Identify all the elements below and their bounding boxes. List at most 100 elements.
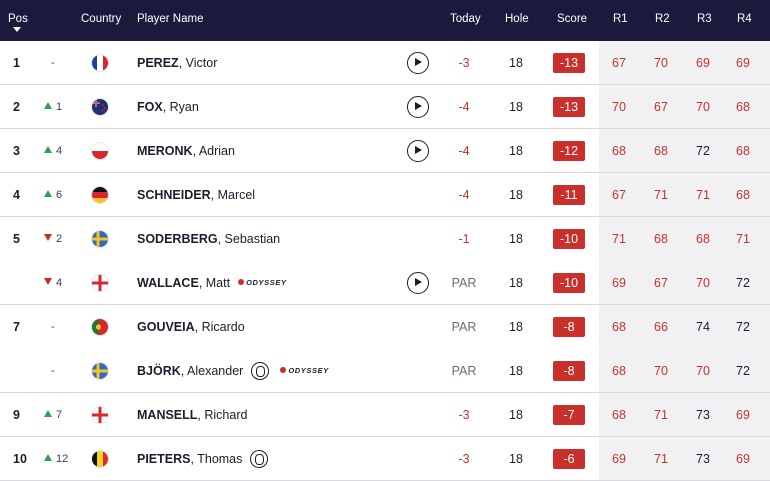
col-pos[interactable]: Pos (8, 13, 28, 25)
col-r1: R1 (613, 13, 628, 25)
total-score-badge: -11 (553, 185, 585, 205)
hole: 18 (509, 232, 523, 246)
player-name[interactable]: BJÖRK, Alexander (137, 364, 244, 378)
position: 7 (13, 320, 20, 334)
play-video-button[interactable] (407, 96, 429, 118)
move-up-icon (44, 102, 52, 109)
table-row[interactable]: 4 6 SCHNEIDER, Marcel -4 18 -11 67 71 71 68 (0, 173, 770, 217)
position-movement: 12 (44, 437, 68, 481)
round-4-score: 72 (736, 364, 750, 378)
round-3-score: 69 (696, 56, 710, 70)
round-2-score: 71 (654, 188, 668, 202)
col-hole: Hole (505, 13, 529, 25)
country-flag-icon (92, 451, 108, 467)
move-up-icon (44, 410, 52, 417)
play-video-button[interactable] (407, 272, 429, 294)
hole: 18 (509, 100, 523, 114)
round-2-score: 68 (654, 232, 668, 246)
round-3-score: 73 (696, 452, 710, 466)
position-movement: 4 (44, 261, 62, 305)
player-first-name: Thomas (197, 452, 243, 466)
player-name[interactable]: PIETERS, Thomas (137, 452, 243, 466)
round-2-score: 67 (654, 276, 668, 290)
round-3-score: 68 (696, 232, 710, 246)
player-name[interactable]: WALLACE, Matt (137, 276, 231, 290)
position-movement: 7 (44, 393, 62, 437)
table-row[interactable]: 1 - PEREZ, Victor -3 18 -13 67 70 69 69 (0, 41, 770, 85)
player-name[interactable]: MANSELL, Richard (137, 408, 248, 422)
table-row[interactable]: 10 12 PIETERS, Thomas -3 18 -6 69 71 73 69 (0, 437, 770, 481)
round-2-score: 71 (654, 452, 668, 466)
player-name[interactable]: SODERBERG, Sebastian (137, 232, 281, 246)
movement-value: - (51, 57, 55, 69)
round-4-score: 68 (736, 100, 750, 114)
today-score: -4 (458, 188, 470, 202)
today-score: -3 (458, 408, 470, 422)
today-score: PAR (451, 320, 477, 334)
move-down-icon (44, 278, 52, 285)
hole: 18 (509, 144, 523, 158)
the-open-logo-icon (250, 450, 269, 468)
total-score-badge: -8 (553, 317, 585, 337)
position: 10 (13, 452, 27, 466)
player-last-name: GOUVEIA (137, 320, 195, 334)
table-row[interactable]: 7 - GOUVEIA, Ricardo PAR 18 -8 68 66 74 72 (0, 305, 770, 349)
player-first-name: Adrian (198, 144, 235, 158)
movement-value: 4 (56, 277, 63, 289)
table-row[interactable]: - BJÖRK, Alexander ODYSSEY PAR 18 -8 68 70 70 72 (0, 349, 770, 393)
player-first-name: Marcel (217, 188, 256, 202)
col-r2: R2 (655, 13, 670, 25)
round-4-score: 72 (736, 320, 750, 334)
country-flag-icon (92, 363, 108, 379)
round-3-score: 74 (696, 320, 710, 334)
move-up-icon (44, 454, 52, 461)
country-flag-icon (92, 187, 108, 203)
player-name[interactable]: SCHNEIDER, Marcel (137, 188, 256, 202)
table-row[interactable]: 4 WALLACE, Matt ODYSSEY PAR 18 -10 69 67 70 72 (0, 261, 770, 305)
round-3-score: 71 (696, 188, 710, 202)
movement-value: 6 (56, 189, 63, 201)
table-row[interactable]: 9 7 MANSELL, Richard -3 18 -7 68 71 73 69 (0, 393, 770, 437)
play-video-button[interactable] (407, 52, 429, 74)
position-movement: - (44, 41, 55, 85)
player-name[interactable]: GOUVEIA, Ricardo (137, 320, 245, 334)
move-down-icon (44, 234, 52, 241)
the-open-logo-icon (251, 362, 270, 380)
player-last-name: MANSELL (137, 408, 198, 422)
player-first-name: Ryan (169, 100, 199, 114)
round-2-score: 66 (654, 320, 668, 334)
round-1-score: 68 (612, 320, 626, 334)
round-1-score: 70 (612, 100, 626, 114)
player-name[interactable]: MERONK, Adrian (137, 144, 235, 158)
round-2-score: 71 (654, 408, 668, 422)
player-first-name: Ricardo (201, 320, 245, 334)
player-name[interactable]: FOX, Ryan (137, 100, 199, 114)
round-2-score: 70 (654, 364, 668, 378)
today-score: -3 (458, 56, 470, 70)
position-movement: 6 (44, 173, 62, 217)
movement-value: 12 (56, 453, 69, 465)
today-score: PAR (451, 276, 477, 290)
today-score: -1 (458, 232, 470, 246)
table-row[interactable]: 5 2 SODERBERG, Sebastian -1 18 -10 71 68 68 71 (0, 217, 770, 261)
total-score-badge: -12 (553, 141, 585, 161)
player-last-name: FOX (137, 100, 163, 114)
table-row[interactable]: 3 4 MERONK, Adrian -4 18 -12 68 68 72 68 (0, 129, 770, 173)
country-flag-icon (92, 143, 108, 159)
hole: 18 (509, 188, 523, 202)
player-first-name: Sebastian (224, 232, 281, 246)
sort-desc-icon[interactable] (13, 27, 21, 32)
total-score-badge: -13 (553, 53, 585, 73)
round-2-score: 70 (654, 56, 668, 70)
play-video-button[interactable] (407, 140, 429, 162)
table-row[interactable]: 2 1 FOX, Ryan -4 18 -13 70 67 70 68 (0, 85, 770, 129)
player-last-name: PEREZ (137, 56, 179, 70)
today-score: -3 (458, 452, 470, 466)
country-flag-icon (92, 275, 108, 291)
country-flag-icon (92, 55, 108, 71)
round-3-score: 70 (696, 100, 710, 114)
round-1-score: 68 (612, 364, 626, 378)
country-flag-icon (92, 319, 108, 335)
odyssey-sponsor-logo: ODYSSEY (238, 278, 286, 288)
player-name[interactable]: PEREZ, Victor (137, 56, 218, 70)
